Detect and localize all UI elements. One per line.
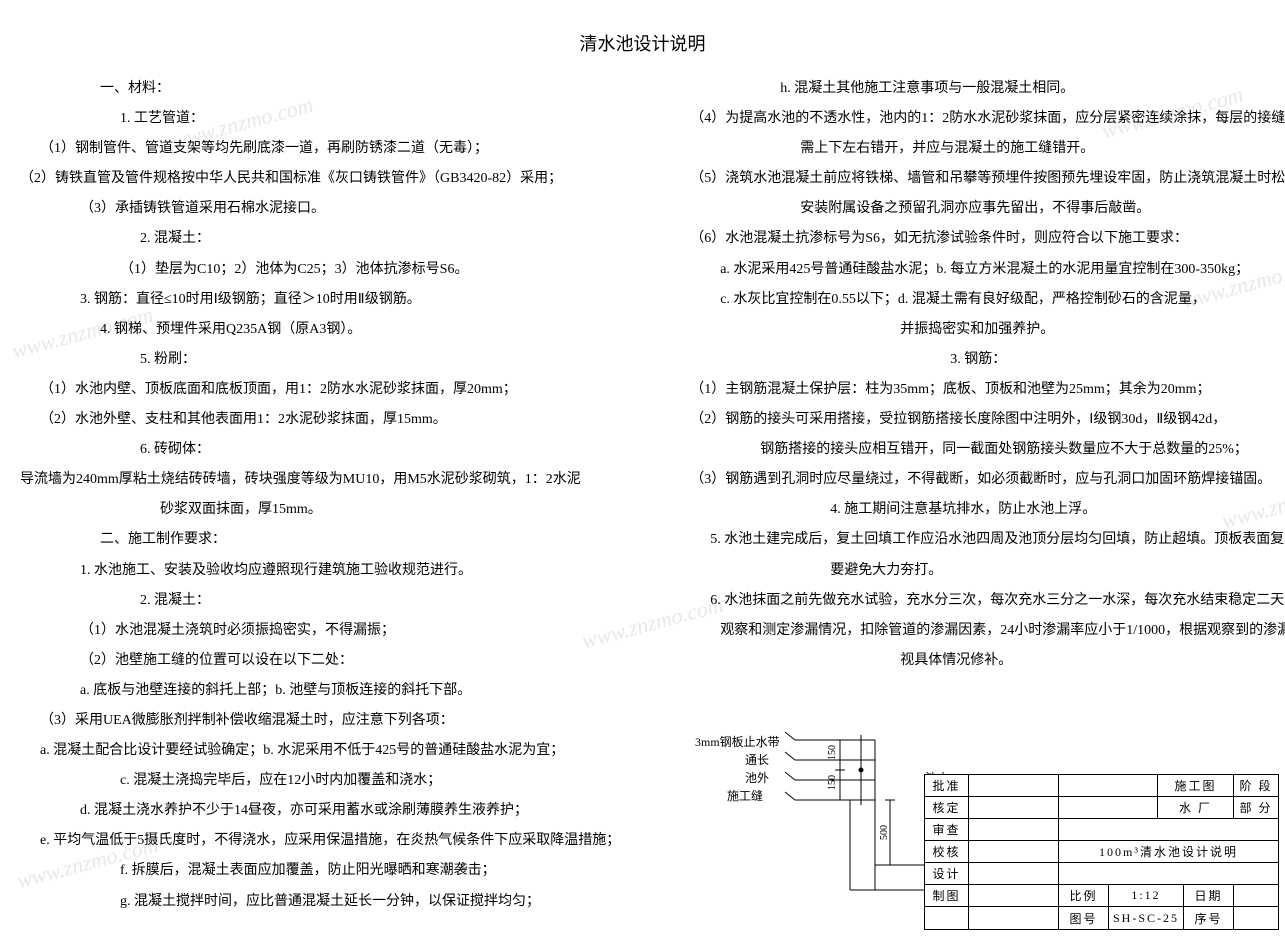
body-text: 5. 粉刷： [20, 345, 620, 375]
body-text: （1）垫层为C10；2）池体为C25；3）池体抗渗标号S6。 [20, 255, 620, 285]
tb-label: 设计 [925, 863, 969, 884]
body-text: a. 底板与池壁连接的斜托上部；b. 池壁与顶板连接的斜托下部。 [20, 676, 620, 706]
body-text: （2）池壁施工缝的位置可以设在以下二处： [20, 646, 620, 676]
body-text: 6. 砖砌体： [20, 435, 620, 465]
tb-cell [969, 819, 1059, 840]
tb-label: 日期 [1184, 885, 1234, 906]
tb-cell [1059, 819, 1278, 840]
tb-label: 图号 [1059, 907, 1109, 929]
body-text: （5）浇筑水池混凝土前应将铁梯、墙管和吊攀等预埋件按图预先埋设牢固，防止浇筑混凝… [650, 164, 1285, 194]
tb-cell: 阶 段 [1234, 775, 1278, 796]
body-text: （1）水池混凝土浇筑时必须振捣密实，不得漏振； [20, 616, 620, 646]
tb-cell [1234, 885, 1278, 906]
tb-label: 比例 [1059, 885, 1109, 906]
tb-cell [1059, 775, 1158, 796]
tb-cell: 水 厂 [1158, 797, 1234, 818]
tb-cell [1059, 797, 1158, 818]
body-text: （2）钢筋的接头可采用搭接，受拉钢筋搭接长度除图中注明外，Ⅰ级钢30d，Ⅱ级钢4… [650, 405, 1285, 435]
dimension-text: 150 [827, 745, 838, 760]
body-text: （2）水池外壁、支柱和其他表面用1：2水泥砂浆抹面，厚15mm。 [20, 405, 620, 435]
body-text: 视具体情况修补。 [650, 646, 1285, 676]
tb-cell: SH-SC-25 [1109, 907, 1184, 929]
body-text: 1. 工艺管道： [20, 104, 620, 134]
body-text: （4）为提高水池的不透水性，池内的1：2防水水泥砂浆抹面，应分层紧密连续涂抹，每… [650, 104, 1285, 134]
body-text: 2. 混凝土： [20, 586, 620, 616]
body-text: 导流墙为240mm厚粘土烧结砖砖墙，砖块强度等级为MU10，用M5水泥砂浆砌筑，… [20, 465, 620, 495]
body-text: 1. 水池施工、安装及验收均应遵照现行建筑施工验收规范进行。 [20, 556, 620, 586]
body-text: 砂浆双面抹面，厚15mm。 [20, 495, 620, 525]
body-text: 6. 水池抹面之前先做充水试验，充水分三次，每次充水三分之一水深，每次充水结束稳… [650, 586, 1285, 616]
body-text: 观察和测定渗漏情况，扣除管道的渗漏因素，24小时渗漏率应小于1/1000，根据观… [650, 616, 1285, 646]
body-text: 钢筋搭接的接头应相互错开，同一截面处钢筋接头数量应不大于总数量的25%； [650, 435, 1285, 465]
body-text: 需上下左右错开，并应与混凝土的施工缝错开。 [650, 134, 1285, 164]
tb-cell [969, 863, 1059, 884]
body-text: a. 水泥采用425号普通硅酸盐水泥；b. 每立方米混凝土的水泥用量宜控制在30… [650, 255, 1285, 285]
diagram-label: 通长 [745, 753, 769, 767]
tb-cell: 部 分 [1234, 797, 1278, 818]
body-text: h. 混凝土其他施工注意事项与一般混凝土相同。 [650, 74, 1285, 104]
body-text: 3. 钢筋： [650, 345, 1285, 375]
body-text: （6）水池混凝土抗渗标号为S6，如无抗渗试验条件时，则应符合以下施工要求： [650, 224, 1285, 254]
body-text: （3）钢筋遇到孔洞时应尽量绕过，不得截断，如必须截断时，应与孔洞口加固环筋焊接锚… [650, 465, 1285, 495]
diagram-label: 池外 [745, 771, 769, 785]
body-text: 2. 混凝土： [20, 224, 620, 254]
tb-cell [969, 797, 1059, 818]
tb-cell: 施工图 [1158, 775, 1234, 796]
body-text: （1）水池内壁、顶板底面和底板顶面，用1：2防水水泥砂浆抹面，厚20mm； [20, 375, 620, 405]
tb-cell [969, 907, 1059, 929]
body-text: g. 混凝土搅拌时间，应比普通混凝土延长一分钟，以保证搅拌均匀； [20, 887, 620, 917]
tb-cell [925, 907, 969, 929]
tb-cell: 1:12 [1109, 885, 1184, 906]
body-text: c. 水灰比宜控制在0.55以下；d. 混凝土需有良好级配，严格控制砂石的含泥量… [650, 285, 1285, 315]
body-text: （3）承插铸铁管道采用石棉水泥接口。 [20, 194, 620, 224]
tb-label: 核定 [925, 797, 969, 818]
tb-cell [969, 841, 1059, 862]
tb-label: 序号 [1184, 907, 1234, 929]
tb-label: 审查 [925, 819, 969, 840]
tb-drawing-title: 100m³清水池设计说明 [1059, 841, 1278, 862]
body-text: 5. 水池土建完成后，复土回填工作应沿水池四周及池顶分层均匀回填，防止超填。顶板… [650, 525, 1285, 555]
body-text: 3. 钢筋：直径≤10时用Ⅰ级钢筋；直径＞10时用Ⅱ级钢筋。 [20, 285, 620, 315]
body-text: （3）采用UEA微膨胀剂拌制补偿收缩混凝土时，应注意下列各项： [20, 706, 620, 736]
section-heading: 一、材料： [20, 74, 620, 104]
body-text: 要避免大力夯打。 [650, 556, 1285, 586]
tb-label: 制图 [925, 885, 969, 906]
section-heading: 二、施工制作要求： [20, 525, 620, 555]
body-text: 4. 钢梯、预埋件采用Q235A钢（原A3钢）。 [20, 315, 620, 345]
body-text: 4. 施工期间注意基坑排水，防止水池上浮。 [650, 495, 1285, 525]
body-text: a. 混凝土配合比设计要经试验确定；b. 水泥采用不低于425号的普通硅酸盐水泥… [20, 736, 620, 766]
diagram-label: 3mm钢板止水带 [695, 735, 780, 749]
dimension-text: 150 [827, 775, 838, 790]
body-text: （1）主钢筋混凝土保护层：柱为35mm；底板、顶板和池壁为25mm；其余为20m… [650, 375, 1285, 405]
dimension-text: 500 [879, 825, 890, 840]
body-text: （2）铸铁直管及管件规格按中华人民共和国标准《灰口铸铁管件》（GB3420-82… [20, 164, 620, 194]
body-text: 并振捣密实和加强养护。 [650, 315, 1285, 345]
tb-cell [1234, 907, 1278, 929]
body-text: （1）钢制管件、管道支架等均先刷底漆一道，再刷防锈漆二道（无毒）； [20, 134, 620, 164]
body-text: c. 混凝土浇捣完毕后，应在12小时内加覆盖和浇水； [20, 766, 620, 796]
diagram-label: 施工缝 [727, 788, 763, 803]
tb-cell [969, 775, 1059, 796]
body-text: 安装附属设备之预留孔洞亦应事先留出，不得事后敲凿。 [650, 194, 1285, 224]
body-text: f. 拆膜后，混凝土表面应加覆盖，防止阳光曝晒和寒潮袭击； [20, 856, 620, 886]
tb-label: 批准 [925, 775, 969, 796]
tb-label: 校核 [925, 841, 969, 862]
tb-cell [1059, 863, 1278, 884]
document-title: 清水池设计说明 [20, 30, 1265, 56]
body-text: d. 混凝土浇水养护不少于14昼夜，亦可采用蓄水或涂刷薄膜养生液养护； [20, 796, 620, 826]
left-column: 一、材料： 1. 工艺管道： （1）钢制管件、管道支架等均先刷底漆一道，再刷防锈… [20, 74, 620, 917]
body-text: e. 平均气温低于5摄氏度时，不得浇水，应采用保温措施，在炎热气候条件下应采取降… [20, 826, 620, 856]
title-block: 批准 施工图 阶 段 核定 水 厂 部 分 审查 校核 100m³清水池设计说明… [924, 774, 1279, 930]
tb-cell [969, 885, 1059, 906]
